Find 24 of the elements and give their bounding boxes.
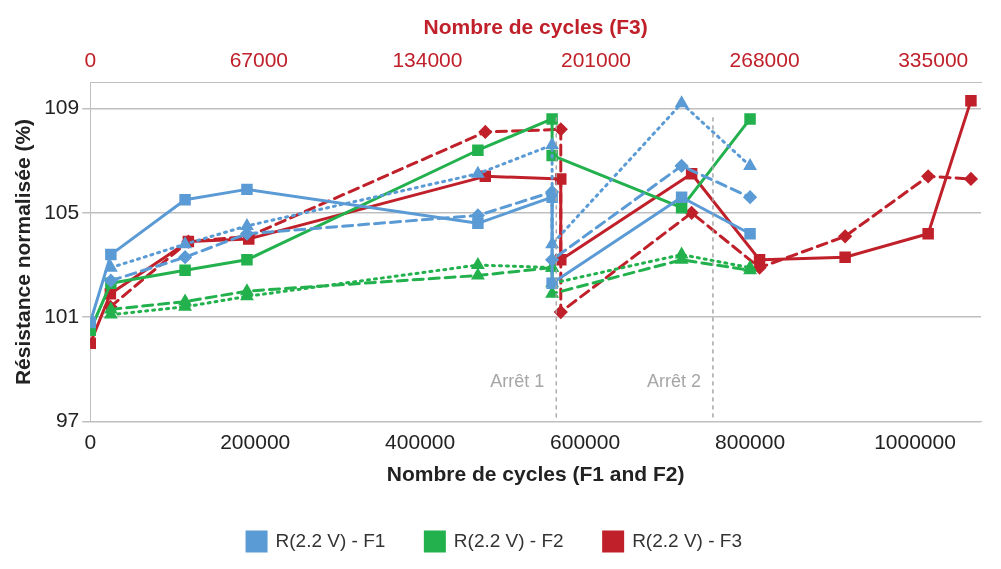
y-tick-label: 101 (44, 304, 80, 328)
legend-label: R(2.2 V) - F1 (275, 529, 386, 551)
x-tick-label: 800000 (715, 430, 786, 453)
ref-line-label: Arrêt 1 (490, 370, 545, 391)
x-tick-label: 1000000 (874, 430, 956, 453)
x-axis-title: Nombre de cycles (F1 and F2) (386, 462, 685, 486)
x-tick-label: 400000 (385, 430, 456, 453)
legend-label: R(2.2 V) - F3 (632, 529, 742, 551)
x-tick-label: 0 (84, 430, 97, 453)
y-axis-title: Résistance normalisée (%) (11, 118, 35, 386)
x2-axis-title: Nombre de cycles (F3) (423, 15, 648, 39)
legend-label: R(2.2 V) - F2 (453, 529, 564, 551)
x-tick-label: 200000 (220, 430, 291, 453)
x2-tick-label: 335000 (898, 47, 969, 71)
y-tick-label: 97 (55, 408, 80, 432)
x-tick-label: 600000 (550, 430, 621, 453)
x2-tick-label: 134000 (392, 47, 463, 71)
ref-line-label: Arrêt 2 (646, 370, 701, 391)
y-tick-label: 105 (44, 199, 80, 223)
y-tick-label: 109 (44, 95, 80, 119)
x2-tick-label: 268000 (729, 47, 800, 71)
x2-tick-label: 0 (84, 47, 97, 71)
x2-tick-label: 201000 (560, 47, 632, 71)
x2-tick-label: 67000 (229, 47, 289, 71)
